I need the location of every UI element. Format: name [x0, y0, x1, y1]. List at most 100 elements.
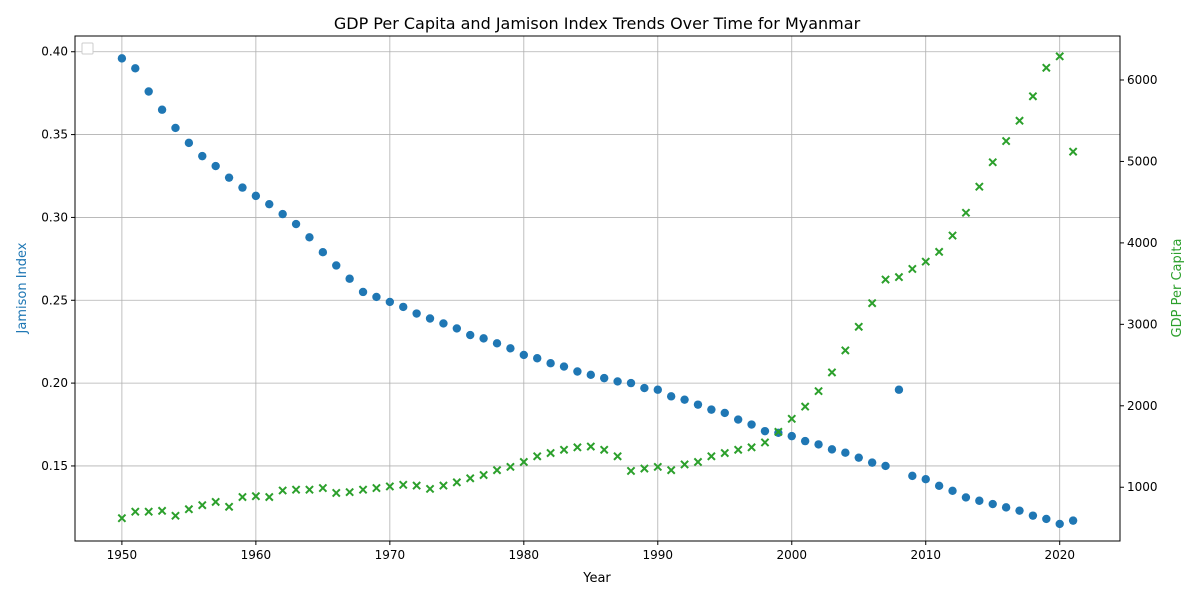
gdp-point	[439, 481, 448, 490]
gdp-point	[760, 438, 770, 447]
x-tick-label: 2020	[1044, 548, 1075, 562]
gdp-point	[197, 500, 207, 510]
gdp-point	[854, 322, 864, 332]
gdp-series	[117, 52, 1078, 523]
gdp-point	[747, 443, 756, 452]
right-tick-label: 1000	[1127, 480, 1158, 494]
jamison-point	[291, 219, 301, 229]
left-tick-label: 0.20	[41, 376, 68, 390]
gdp-point	[586, 442, 596, 451]
jamison-point	[653, 385, 662, 394]
jamison-point	[452, 324, 462, 333]
jamison-point	[492, 339, 502, 348]
jamison-point	[345, 274, 354, 283]
jamison-point	[733, 415, 743, 424]
gdp-point	[1015, 116, 1024, 126]
jamison-point	[425, 314, 435, 323]
jamison-point	[157, 105, 167, 114]
gdp-point	[707, 451, 716, 461]
gdp-point	[318, 483, 328, 493]
gdp-point	[345, 487, 354, 497]
gdp-point	[1055, 52, 1065, 61]
right-tick-label: 4000	[1127, 236, 1158, 250]
gdp-point	[171, 511, 180, 521]
jamison-point	[506, 344, 515, 353]
gdp-point	[130, 507, 140, 516]
gdp-point	[465, 473, 475, 483]
jamison-point	[546, 359, 555, 368]
jamison-point	[921, 475, 930, 484]
right-tick-label: 6000	[1127, 73, 1158, 87]
gdp-point	[867, 298, 877, 308]
jamison-point	[961, 493, 971, 502]
jamison-point	[559, 362, 569, 371]
x-tick-label: 1950	[107, 548, 138, 562]
gdp-point	[358, 485, 368, 494]
jamison-point	[466, 330, 475, 340]
jamison-point	[198, 151, 207, 161]
gdp-point	[894, 272, 904, 282]
gdp-point	[331, 488, 341, 498]
gdp-point	[238, 492, 247, 502]
gdp-point	[733, 445, 743, 455]
gdp-point	[934, 247, 944, 257]
x-tick-label: 2000	[776, 548, 807, 562]
jamison-point	[975, 496, 984, 505]
gdp-point	[412, 481, 421, 490]
x-tick-label: 1960	[241, 548, 272, 562]
gdp-point	[961, 208, 971, 218]
jamison-point	[613, 377, 622, 386]
gdp-point	[251, 491, 261, 501]
gdp-point	[1068, 147, 1078, 156]
jamison-point	[533, 354, 542, 363]
left-axis-ticks: 0.15 0.20 0.25 0.30 0.35 0.40	[41, 45, 75, 473]
gdp-point	[305, 485, 314, 494]
jamison-point	[224, 173, 234, 182]
jamison-point	[707, 405, 716, 414]
legend-box	[81, 42, 94, 55]
gdp-point	[1042, 63, 1051, 73]
jamison-point	[318, 248, 328, 257]
left-axis-label: Jamison Index	[15, 242, 30, 334]
jamison-point	[573, 367, 582, 376]
jamison-point	[988, 499, 997, 509]
jamison-point	[867, 458, 877, 467]
jamison-point	[171, 123, 180, 133]
gdp-point	[492, 465, 502, 475]
gdp-point	[519, 457, 529, 467]
jamison-point	[519, 350, 529, 360]
jamison-point	[720, 408, 729, 418]
gdp-point	[680, 460, 689, 469]
gdp-point	[814, 386, 823, 396]
jamison-point	[305, 233, 314, 242]
gdp-point	[1001, 136, 1011, 146]
jamison-point	[412, 309, 421, 318]
jamison-point	[680, 395, 689, 404]
gdp-point	[224, 502, 234, 512]
right-axis-label: GDP Per Capita	[1170, 239, 1185, 338]
gdp-point	[211, 497, 220, 507]
gdp-point	[479, 470, 488, 480]
jamison-point	[640, 383, 649, 393]
x-axis-ticks: 1950 1960 1970 1980 1990 2000 2010 2020	[107, 541, 1075, 562]
jamison-point	[693, 400, 703, 409]
gdp-point	[532, 451, 542, 461]
left-tick-label: 0.30	[41, 210, 68, 224]
jamison-point	[814, 440, 823, 449]
gdp-point	[921, 257, 931, 266]
gdp-point	[841, 346, 850, 355]
gdp-point	[948, 231, 957, 240]
chart-title: GDP Per Capita and Jamison Index Trends …	[334, 14, 861, 33]
gdp-point	[506, 462, 515, 472]
jamison-point	[332, 261, 341, 270]
gdp-point	[613, 451, 622, 461]
gdp-point	[774, 427, 783, 437]
jamison-point	[1055, 519, 1064, 529]
jamison-point	[1042, 514, 1051, 524]
gdp-point	[666, 465, 676, 475]
gdp-point	[372, 483, 381, 493]
right-tick-label: 3000	[1127, 317, 1158, 331]
jamison-point	[666, 392, 676, 401]
jamison-point	[841, 448, 850, 457]
